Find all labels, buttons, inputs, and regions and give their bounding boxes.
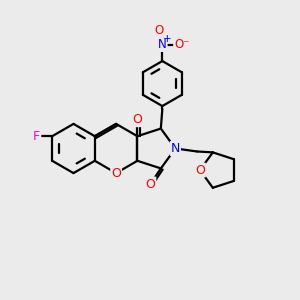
- Text: +: +: [164, 34, 172, 44]
- Text: F: F: [33, 130, 40, 143]
- Text: N: N: [158, 38, 167, 51]
- Text: O: O: [146, 178, 155, 190]
- Text: N: N: [171, 142, 180, 155]
- Text: O⁻: O⁻: [174, 38, 190, 51]
- Text: O: O: [154, 24, 164, 37]
- Text: O: O: [111, 167, 121, 180]
- Text: O: O: [195, 164, 205, 177]
- Text: O: O: [133, 113, 142, 126]
